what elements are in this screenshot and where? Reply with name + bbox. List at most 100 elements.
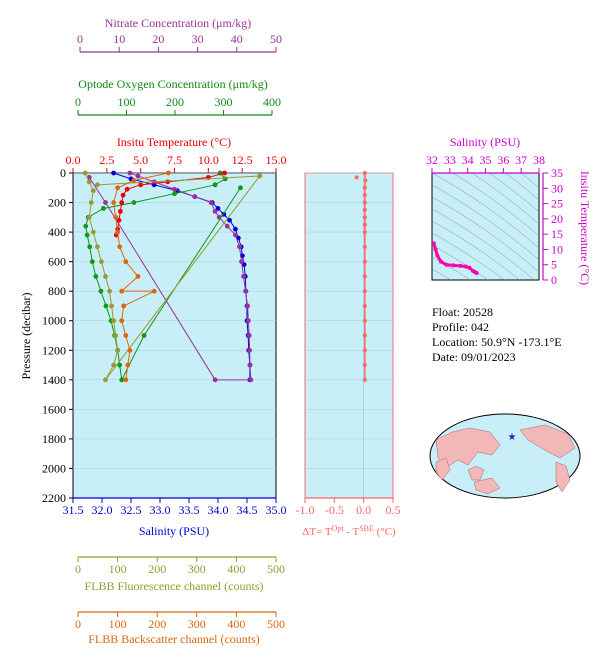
oxygen-tick-label: 400 (263, 95, 281, 109)
delta-tick-label: 0.5 (386, 503, 401, 517)
delta-series-point (363, 178, 368, 183)
delta-series-point (362, 222, 367, 227)
salinity-axis-title: Salinity (PSU) (139, 524, 209, 538)
series-fluorescence-point (99, 259, 104, 265)
fluorescence-tick-label: 500 (267, 562, 285, 576)
series-backscatter-point (119, 318, 125, 324)
backscatter-tick-label: 500 (267, 617, 285, 631)
delta-series-point (362, 377, 367, 382)
pressure-tick-label: 1000 (42, 314, 66, 328)
ts-series-point (467, 265, 472, 270)
series-oxygen-point (87, 244, 93, 250)
oxygen-tick-label: 200 (166, 95, 184, 109)
ts-series-point (431, 241, 436, 246)
ts-series-point (435, 253, 440, 258)
delta-series-point (362, 171, 367, 175)
series-backscatter-point (117, 244, 123, 250)
series-nitrate-point (247, 362, 253, 368)
series-backscatter-point (127, 347, 133, 353)
map-land-north-america (519, 424, 576, 459)
ts-density-contour (432, 173, 539, 249)
series-fluorescence-point (94, 244, 100, 250)
series-oxygen-point (172, 191, 177, 197)
series-salinity-point (215, 206, 221, 211)
pressure-tick-label: 1800 (42, 432, 66, 446)
backscatter-tick-label: 300 (188, 617, 206, 631)
oxygen-tick-label: 0 (75, 95, 81, 109)
delta-tick-label: 0.0 (356, 503, 371, 517)
ts-density-contour (471, 173, 539, 225)
pressure-tick-label: 1600 (42, 402, 66, 416)
series-fluorescence-point (94, 182, 100, 188)
series-backscatter-point (123, 259, 129, 265)
series-oxygen-point (131, 200, 137, 205)
ts-temperature-tick-label: 5 (551, 258, 557, 272)
backscatter-tick-label: 0 (75, 617, 81, 631)
series-backscatter-point (111, 200, 116, 205)
delta-series-point (362, 230, 367, 235)
series-nitrate-point (239, 259, 244, 265)
nitrate-tick-label: 40 (231, 32, 243, 46)
pressure-axis: 0 200 400 600 800 1000 1200 1400 1600 1800 2000 220… (42, 166, 73, 505)
pressure-tick-label: 800 (48, 284, 66, 298)
series-nitrate-point (233, 232, 238, 238)
ts-salinity-tick-label: 36 (497, 153, 509, 167)
salinity-tick-label: 34.5 (237, 503, 258, 517)
salinity-tick-label: 33.5 (179, 503, 200, 517)
series-oxygen-point (83, 223, 89, 229)
delta-series-point (362, 244, 367, 249)
ts-density-contour (432, 232, 505, 280)
series-nitrate-point (127, 170, 133, 176)
fluorescence-tick-label: 400 (227, 562, 245, 576)
ts-density-contour (488, 173, 539, 213)
oxygen-axis: Optode Oxygen Concentration (μm/kg) 0 100… (75, 77, 281, 116)
series-backscatter-point (123, 377, 129, 383)
temperature-tick-label: 12.5 (232, 153, 253, 167)
series-fluorescence-point (109, 303, 114, 309)
pressure-axis-title: Pressure (decibar) (19, 293, 33, 380)
delta-t-axis-title: ΔT= TOpt - TSBE (°C) (302, 524, 396, 538)
temperature-tick-label: 0.0 (66, 153, 81, 167)
ts-density-contour (432, 244, 489, 280)
info-location: Location: 50.9°N -173.1°E (432, 335, 562, 349)
delta-series-point (362, 363, 367, 368)
series-fluorescence-point (90, 229, 96, 235)
ts-salinity-tick-label: 35 (480, 153, 492, 167)
series-temperature-point (119, 200, 125, 205)
temperature-tick-label: 7.5 (167, 153, 182, 167)
series-oxygen-point (98, 288, 104, 294)
ts-density-contour (432, 196, 539, 273)
delta-series-point (362, 348, 367, 353)
delta-series-point (362, 318, 367, 323)
series-fluorescence-point (107, 288, 112, 294)
temperature-tick-label: 15.0 (266, 153, 287, 167)
ts-plot-area (431, 172, 540, 281)
series-oxygen-point (141, 333, 147, 338)
series-fluorescence-point (115, 347, 121, 353)
nitrate-tick-label: 20 (152, 32, 164, 46)
fluorescence-tick-label: 200 (148, 562, 166, 576)
series-oxygen-point (212, 182, 218, 188)
series-backscatter-point (166, 170, 171, 176)
delta-series-point (362, 200, 367, 205)
series-nitrate-point (245, 318, 251, 324)
oxygen-tick-label: 100 (118, 95, 136, 109)
ts-density-contour (432, 220, 521, 280)
fluorescence-tick-label: 0 (75, 562, 81, 576)
pressure-tick-label: 2000 (42, 461, 66, 475)
delta-tick-label: -0.5 (325, 503, 344, 517)
ts-series-point (444, 262, 449, 267)
fluorescence-axis-title: FLBB Fluorescence channel (counts) (85, 579, 264, 593)
series-backscatter-point (121, 303, 127, 309)
info-float: Float: 20528 (432, 305, 493, 319)
pressure-tick-label: 200 (48, 196, 66, 210)
series-fluorescence-point (257, 173, 263, 179)
ts-salinity-tick-label: 32 (426, 153, 438, 167)
series-nitrate-point (208, 200, 214, 205)
temperature-axis: Insitu Temperature (°C) 0.0 2.5 5.0 7.5 10.0… (66, 135, 287, 174)
salinity-tick-label: 33.0 (150, 503, 171, 517)
pressure-tick-label: 0 (60, 166, 66, 180)
ts-salinity-tick-label: 34 (462, 153, 474, 167)
ts-temperature-tick-label: 35 (551, 166, 563, 180)
series-fluorescence-point (90, 188, 96, 194)
